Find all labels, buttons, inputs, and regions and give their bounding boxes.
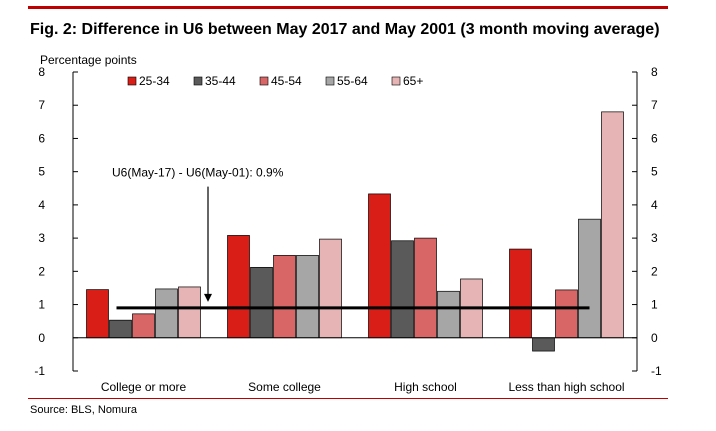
y-tick-label-right: 4 bbox=[651, 198, 658, 212]
legend-label: 45-54 bbox=[271, 74, 302, 88]
bar-25-34-high-school bbox=[368, 193, 391, 339]
legend-label: 65+ bbox=[403, 74, 423, 88]
y-tick-label-left: 3 bbox=[38, 231, 45, 245]
y-tick-label-left: 2 bbox=[38, 264, 45, 278]
legend-swatch bbox=[259, 76, 269, 86]
legend-label: 25-34 bbox=[139, 74, 170, 88]
annotation-arrow-head bbox=[204, 293, 212, 302]
source-note: Source: BLS, Nomura bbox=[30, 404, 137, 416]
y-tick-label-left: 0 bbox=[38, 331, 45, 345]
bar-65plus-some-college bbox=[319, 238, 342, 339]
y-tick-label-right: 7 bbox=[651, 98, 658, 112]
y-tick-label-right: -1 bbox=[651, 364, 662, 378]
x-tick-label: High school bbox=[394, 380, 457, 394]
legend-swatch bbox=[127, 76, 137, 86]
legend-swatch bbox=[193, 76, 203, 86]
x-tick-label: Less than high school bbox=[508, 380, 624, 394]
bar-55-64-high-school bbox=[437, 290, 460, 339]
legend-label: 55-64 bbox=[337, 74, 368, 88]
bar-65plus-college-or-more bbox=[178, 286, 201, 339]
chart-title: Fig. 2: Difference in U6 between May 201… bbox=[30, 21, 660, 38]
x-tick-label: Some college bbox=[248, 380, 321, 394]
y-tick-label-left: 8 bbox=[38, 65, 45, 79]
bar-25-34-college-or-more bbox=[86, 289, 109, 339]
y-tick-label-left: 6 bbox=[38, 131, 45, 145]
bar-35-44-high-school bbox=[391, 240, 414, 339]
y-tick-label-left: -1 bbox=[34, 364, 45, 378]
y-tick-label-left: 4 bbox=[38, 198, 45, 212]
y-tick-label-left: 5 bbox=[38, 165, 45, 179]
bar-35-44-college-or-more bbox=[109, 319, 132, 339]
y-tick-label-right: 5 bbox=[651, 165, 658, 179]
bar-45-54-high-school bbox=[414, 237, 437, 339]
y-tick-label-left: 1 bbox=[38, 298, 45, 312]
y-tick-label-right: 3 bbox=[651, 231, 658, 245]
source-rule bbox=[28, 398, 668, 399]
legend-swatch bbox=[325, 76, 335, 86]
bar-35-44-some-college bbox=[250, 266, 273, 339]
bar-45-54-college-or-more bbox=[132, 313, 155, 339]
bar-55-64-less-than-high-school bbox=[578, 218, 601, 339]
bar-25-34-some-college bbox=[227, 235, 250, 339]
bar-55-64-some-college bbox=[296, 255, 319, 339]
y-tick-label-right: 8 bbox=[651, 65, 658, 79]
bar-45-54-less-than-high-school bbox=[555, 289, 578, 339]
x-tick-label: College or more bbox=[101, 380, 187, 394]
title-rule bbox=[28, 6, 668, 9]
bar-45-54-some-college bbox=[273, 255, 296, 339]
bar-25-34-less-than-high-school bbox=[509, 248, 532, 339]
bar-55-64-college-or-more bbox=[155, 288, 178, 339]
annotation-text: U6(May-17) - U6(May-01): 0.9% bbox=[112, 166, 284, 180]
bar-65plus-less-than-high-school bbox=[601, 111, 624, 339]
y-axis-title: Percentage points bbox=[40, 53, 137, 67]
legend-swatch bbox=[391, 76, 401, 86]
y-tick-label-right: 0 bbox=[651, 331, 658, 345]
legend-label: 35-44 bbox=[205, 74, 236, 88]
y-tick-label-left: 7 bbox=[38, 98, 45, 112]
y-tick-label-right: 1 bbox=[651, 298, 658, 312]
y-tick-label-right: 6 bbox=[651, 131, 658, 145]
bar-35-44-less-than-high-school bbox=[532, 337, 555, 352]
y-tick-label-right: 2 bbox=[651, 264, 658, 278]
